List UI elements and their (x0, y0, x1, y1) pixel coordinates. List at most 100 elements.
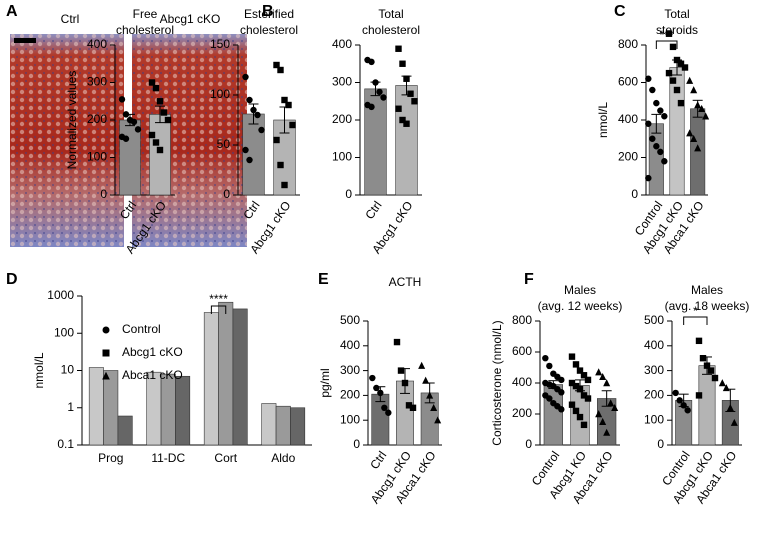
marker (122, 135, 130, 142)
panel-letter: A (6, 3, 18, 20)
marker (595, 410, 603, 418)
y-tick-label: 0 (100, 187, 107, 201)
x-tick-label: Ctrl (367, 449, 389, 472)
panel-letter: C (614, 3, 626, 20)
marker (434, 416, 442, 424)
y-tick-label: 300 (332, 75, 352, 89)
marker (718, 379, 726, 387)
marker (649, 86, 656, 94)
marker (395, 45, 402, 52)
marker (430, 403, 438, 411)
marker (576, 386, 584, 393)
marker (684, 407, 691, 414)
legend-label: Abcg1 cKO (122, 345, 183, 359)
marker (695, 392, 703, 399)
legend-label: Control (122, 322, 161, 336)
marker (584, 395, 592, 402)
marker (418, 361, 426, 369)
significance-bracket (683, 316, 708, 325)
y-tick-label: 200 (340, 388, 360, 402)
marker (690, 86, 698, 94)
panel-letter: F (524, 271, 534, 288)
significance-label: * (693, 304, 698, 318)
bar (149, 114, 171, 196)
x-tick-label: Aldo (271, 451, 295, 465)
y-tick-label: 400 (644, 338, 664, 352)
marker (242, 146, 249, 154)
marker (409, 404, 417, 411)
marker (661, 113, 668, 120)
marker (690, 134, 698, 142)
marker (250, 106, 257, 114)
marker (369, 374, 376, 382)
bar (160, 373, 176, 446)
y-tick-label: 400 (618, 112, 638, 126)
marker (399, 60, 406, 67)
marker (669, 43, 677, 51)
marker (368, 58, 375, 66)
marker (595, 368, 603, 376)
scale-bar (14, 38, 36, 43)
marker (611, 403, 619, 411)
y-tick-label: 400 (340, 338, 360, 352)
marker (558, 376, 565, 384)
marker (130, 118, 138, 126)
legend-label: Abca1 cKO (122, 368, 183, 382)
marker (722, 384, 730, 392)
marker (558, 406, 565, 413)
marker (657, 148, 664, 156)
marker (665, 30, 673, 37)
chart-title: ACTH (389, 275, 422, 289)
y-tick-label: 100 (54, 325, 74, 339)
y-tick-label: 100 (644, 412, 664, 426)
marker (694, 144, 702, 152)
marker (645, 174, 652, 182)
marker (401, 379, 409, 387)
y-tick-label: 200 (512, 406, 532, 420)
chart-title: cholesterol (240, 23, 298, 37)
y-tick-label: 0 (353, 437, 360, 451)
marker (568, 379, 576, 387)
y-tick-label: 100 (340, 412, 360, 426)
marker (289, 121, 296, 129)
y-axis-label: pg/ml (318, 368, 332, 397)
x-tick-label: Cort (214, 451, 237, 465)
bar (290, 407, 306, 446)
chart-title: cholesterol (362, 23, 420, 37)
marker (677, 60, 685, 67)
y-tick-label: 300 (87, 75, 107, 89)
y-tick-label: 800 (618, 37, 638, 51)
marker (681, 64, 689, 71)
marker (281, 96, 288, 104)
marker (686, 76, 694, 84)
marker (580, 421, 588, 429)
marker (572, 407, 580, 415)
marker (377, 389, 384, 397)
marker (403, 75, 410, 82)
marker (653, 143, 660, 150)
marker (576, 367, 584, 374)
bar (203, 312, 219, 446)
y-tick-label: 500 (340, 313, 360, 327)
marker (246, 156, 253, 164)
marker (665, 69, 673, 77)
bar (175, 375, 191, 446)
marker (584, 376, 592, 384)
marker (156, 146, 164, 154)
chart-title: (avg. 18 weeks) (665, 299, 750, 313)
marker (558, 389, 565, 396)
y-axis-label: Normalized values (65, 71, 79, 170)
marker (686, 129, 694, 137)
x-tick-label: Ctrl (362, 199, 384, 222)
y-tick-label: 300 (340, 363, 360, 377)
y-tick-label: 200 (87, 112, 107, 126)
marker (669, 77, 677, 84)
marker (164, 116, 172, 124)
marker (393, 338, 401, 346)
marker (699, 355, 707, 362)
marker (281, 181, 288, 189)
marker (645, 75, 652, 82)
marker (411, 98, 418, 105)
marker (376, 88, 383, 96)
